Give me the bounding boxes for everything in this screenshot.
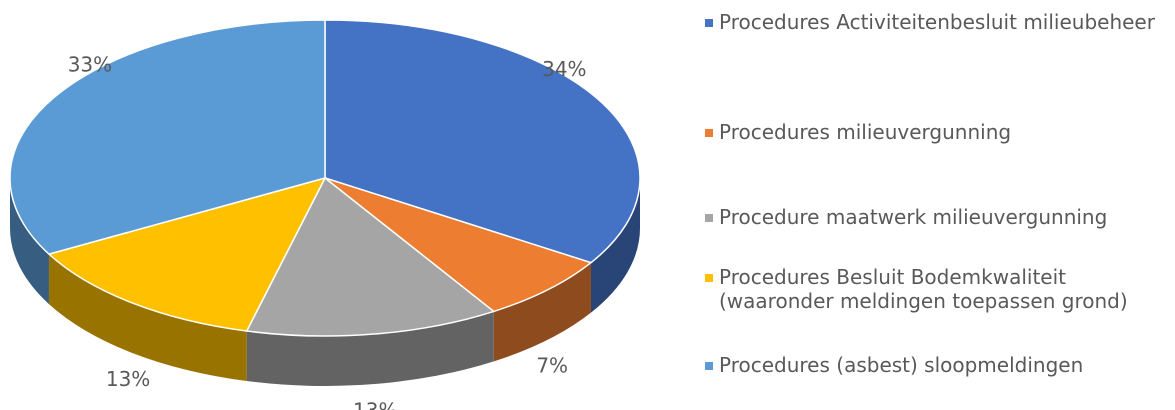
legend-item: Procedures Besluit Bodemkwaliteit (waaro… [705, 265, 1170, 313]
data-label: 13% [106, 367, 150, 391]
pie-side [10, 178, 49, 305]
legend-item: Procedures Activiteitenbesluit milieubeh… [705, 10, 1170, 34]
data-label: 34% [542, 57, 586, 81]
data-label: 7% [536, 353, 568, 377]
legend-label: Procedures Activiteitenbesluit milieubeh… [719, 10, 1155, 34]
legend-label: Procedures milieuvergunning [719, 120, 1012, 144]
pie-slice [245, 176, 496, 337]
legend-swatch [705, 274, 713, 282]
pie-slice [9, 19, 326, 255]
legend-item: Procedure maatwerk milieuvergunning [705, 205, 1170, 229]
pie-slice [324, 177, 593, 313]
legend-swatch [705, 214, 713, 222]
pie-slice [324, 19, 641, 264]
legend-swatch [705, 129, 713, 137]
data-label: 33% [68, 52, 112, 76]
legend-label: Procedures (asbest) sloopmeldingen [719, 353, 1084, 377]
pie-plot: 34% 7% 13% 13% 33% [9, 19, 641, 410]
legend-item: Procedures (asbest) sloopmeldingen [705, 353, 1170, 377]
pie-side [246, 311, 494, 386]
pie-side [493, 262, 591, 362]
legend-label: Procedures Besluit Bodemkwaliteit (waaro… [719, 265, 1128, 313]
legend-item: Procedures milieuvergunning [705, 120, 1170, 144]
pie-slice [47, 176, 327, 332]
legend-swatch [705, 362, 713, 370]
data-label: 13% [353, 399, 397, 410]
legend-swatch [705, 19, 713, 27]
pie-side [590, 178, 640, 313]
legend-label: Procedure maatwerk milieuvergunning [719, 205, 1108, 229]
pie-side [48, 254, 247, 382]
